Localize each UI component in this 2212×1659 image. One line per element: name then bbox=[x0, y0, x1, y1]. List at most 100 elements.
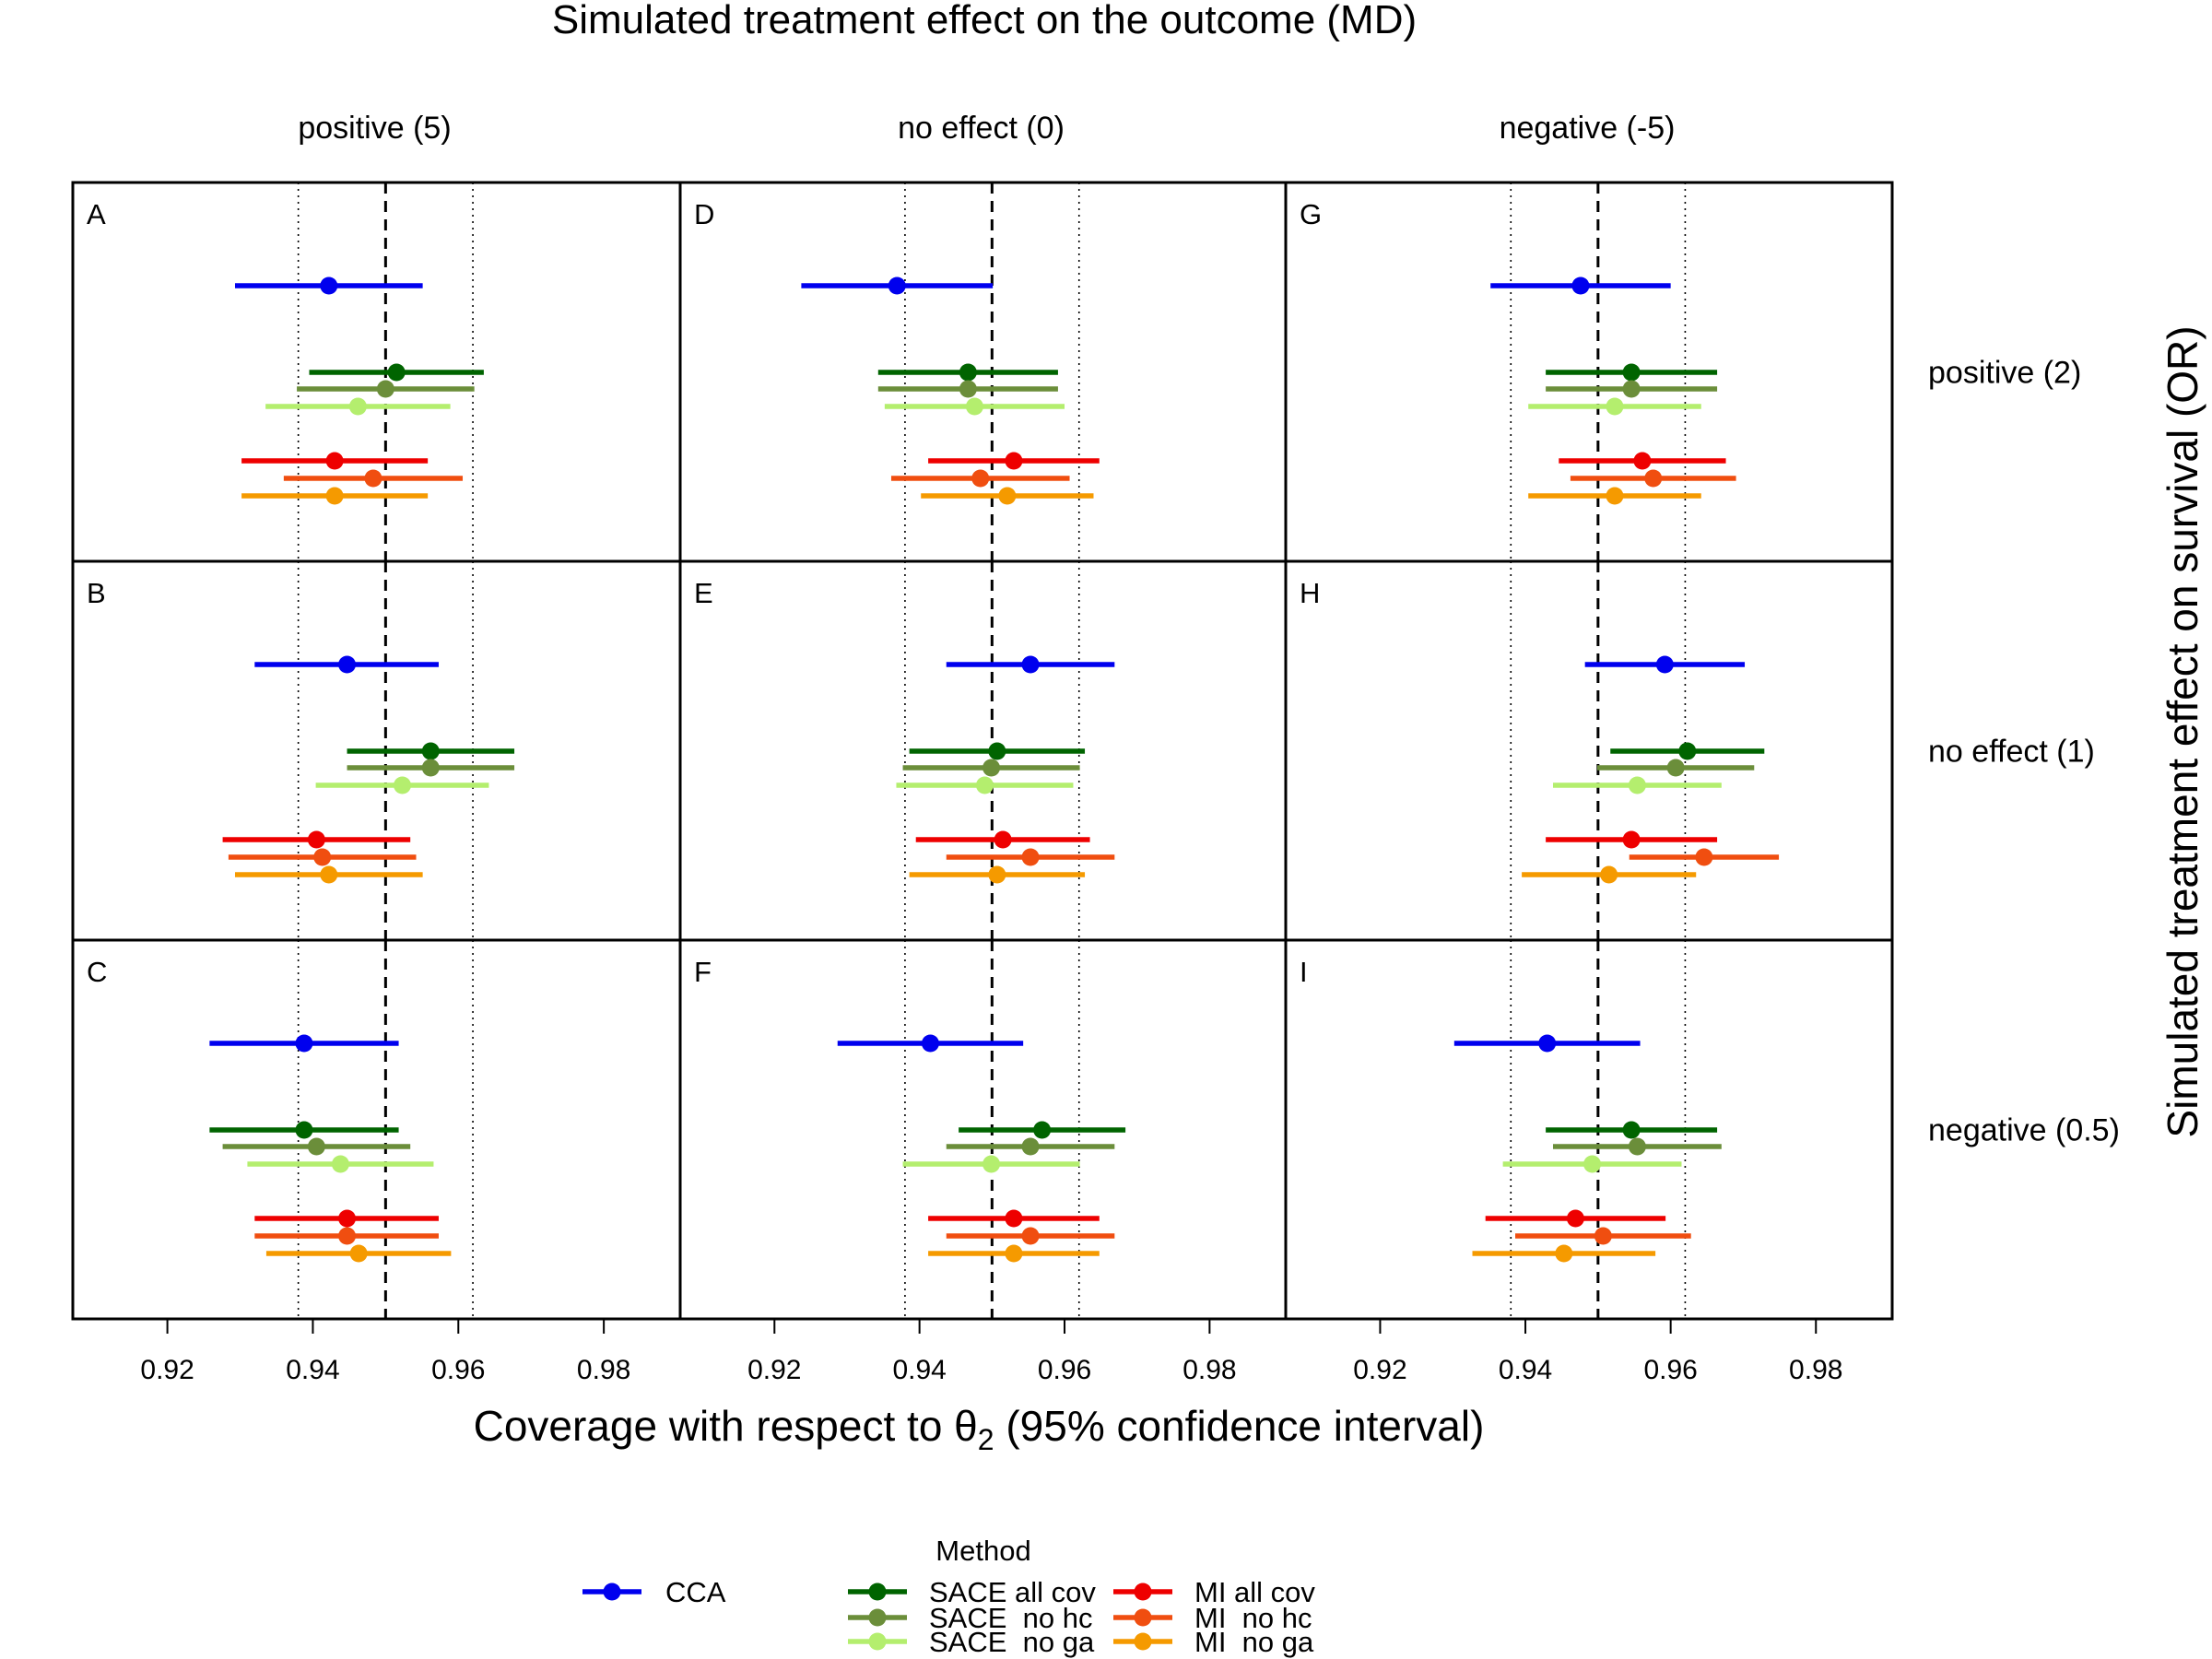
panel-frame bbox=[1284, 938, 1894, 1321]
estimate-point bbox=[364, 469, 382, 488]
estimate-point bbox=[331, 1155, 349, 1173]
estimate-mi-no-ga bbox=[1472, 1244, 1656, 1263]
legend-swatch-point bbox=[868, 1632, 887, 1651]
estimate-point bbox=[1005, 1244, 1023, 1263]
row-headers: positive (2) no effect (1) negative (0.5) bbox=[1928, 356, 2120, 1148]
estimate-point bbox=[307, 1137, 325, 1156]
panel-g: G bbox=[1284, 181, 1894, 563]
estimate-mi-no-ga bbox=[1528, 487, 1701, 505]
estimate-point bbox=[325, 452, 344, 470]
estimate-sace-no-ga bbox=[896, 776, 1074, 794]
estimate-sace-no-ga bbox=[902, 1155, 1080, 1173]
estimate-point bbox=[1678, 742, 1697, 760]
estimate-mi-no-ga bbox=[265, 1244, 452, 1263]
estimate-point bbox=[387, 363, 406, 382]
estimate-mi-all-cov bbox=[1559, 452, 1726, 470]
panel-c: C bbox=[71, 938, 682, 1321]
estimate-mi-no-ga bbox=[234, 865, 423, 884]
legend-item-sace-no-ga: SACE no ga bbox=[848, 1626, 1095, 1658]
x-tick-label: 0.94 bbox=[286, 1355, 339, 1385]
legend-swatch-point bbox=[868, 1608, 887, 1627]
estimate-point bbox=[338, 1227, 357, 1245]
estimate-sace-all-cov bbox=[909, 742, 1086, 760]
estimate-sace-all-cov bbox=[1546, 1121, 1718, 1139]
estimate-mi-no-hc bbox=[1515, 1227, 1691, 1245]
row-header-positive-2: positive (2) bbox=[1928, 356, 2081, 391]
estimate-point bbox=[1021, 848, 1040, 866]
estimate-point bbox=[1695, 848, 1713, 866]
x-tick-label: 0.96 bbox=[431, 1355, 485, 1385]
estimate-point bbox=[1633, 452, 1652, 470]
estimate-sace-all-cov bbox=[877, 363, 1058, 382]
estimate-sace-no-hc bbox=[946, 1137, 1115, 1156]
panel-f: F bbox=[678, 938, 1288, 1321]
estimate-cca bbox=[946, 655, 1115, 674]
x-tick-label: 0.92 bbox=[140, 1355, 194, 1385]
estimate-point bbox=[1594, 1227, 1612, 1245]
estimate-point bbox=[1600, 865, 1618, 884]
estimate-sace-no-hc bbox=[222, 1137, 411, 1156]
estimate-mi-no-ga bbox=[1522, 865, 1697, 884]
legend-item-mi-no-hc: MI no hc bbox=[1113, 1602, 1312, 1634]
legend-swatch-point bbox=[1134, 1583, 1152, 1601]
column-header-negative-5: negative (-5) bbox=[1500, 111, 1676, 146]
panel-label: C bbox=[87, 956, 107, 988]
estimate-sace-no-hc bbox=[297, 380, 475, 398]
x-axis-label-main: Coverage with respect to θ bbox=[474, 1402, 978, 1450]
estimate-point bbox=[1005, 1209, 1023, 1228]
legend-item-sace-no-hc: SACE no hc bbox=[848, 1602, 1092, 1634]
legend-swatch-point bbox=[1134, 1632, 1152, 1651]
estimate-mi-all-cov bbox=[915, 830, 1090, 849]
estimate-point bbox=[1583, 1155, 1602, 1173]
x-axis-label: Coverage with respect to θ2 (95% confide… bbox=[474, 1402, 1485, 1456]
panel-h: H bbox=[1284, 559, 1894, 942]
estimate-point bbox=[1566, 1209, 1584, 1228]
estimate-point bbox=[1606, 397, 1624, 416]
x-tick-label: 0.98 bbox=[1182, 1355, 1236, 1385]
estimate-mi-no-hc bbox=[946, 848, 1115, 866]
legend-label: MI no ga bbox=[1194, 1626, 1314, 1658]
estimate-point bbox=[1666, 759, 1685, 777]
estimate-sace-no-hc bbox=[1552, 1137, 1722, 1156]
estimate-sace-no-ga bbox=[1528, 397, 1701, 416]
estimate-point bbox=[1655, 655, 1674, 674]
x-tick-label: 0.94 bbox=[892, 1355, 946, 1385]
estimate-point bbox=[959, 363, 977, 382]
row-header-negative-0-5: negative (0.5) bbox=[1928, 1113, 2120, 1148]
estimate-point bbox=[959, 380, 977, 398]
estimate-sace-all-cov bbox=[959, 1121, 1126, 1139]
estimate-point bbox=[982, 1155, 1001, 1173]
estimate-point bbox=[307, 830, 325, 849]
estimate-point bbox=[965, 397, 983, 416]
estimate-cca bbox=[1453, 1034, 1641, 1053]
panel-label: G bbox=[1300, 198, 1322, 230]
estimate-point bbox=[320, 276, 338, 295]
estimate-mi-all-cov bbox=[928, 1209, 1100, 1228]
estimate-point bbox=[1628, 1137, 1646, 1156]
estimate-cca bbox=[234, 276, 423, 295]
estimate-point bbox=[1606, 487, 1624, 505]
panel-label: F bbox=[694, 956, 712, 988]
estimate-point bbox=[1033, 1121, 1052, 1139]
legend-label: SACE all cov bbox=[929, 1576, 1096, 1608]
x-tick-label: 0.98 bbox=[1789, 1355, 1842, 1385]
x-tick-label: 0.96 bbox=[1038, 1355, 1091, 1385]
estimate-sace-all-cov bbox=[309, 363, 484, 382]
estimate-point bbox=[998, 487, 1017, 505]
legend-item-mi-all-cov: MI all cov bbox=[1113, 1576, 1315, 1608]
x-axis-3: 0.92 0.94 0.96 0.98 bbox=[1353, 1319, 1842, 1385]
estimate-point bbox=[988, 865, 1006, 884]
row-header-no-effect-1: no effect (1) bbox=[1928, 735, 2095, 770]
legend-swatch-point bbox=[603, 1583, 621, 1601]
legend-item-mi-no-ga: MI no ga bbox=[1113, 1626, 1314, 1658]
estimate-point bbox=[376, 380, 394, 398]
estimate-sace-no-hc bbox=[347, 759, 515, 777]
estimate-point bbox=[348, 397, 367, 416]
estimate-point bbox=[975, 776, 994, 794]
legend-title: Method bbox=[935, 1535, 1030, 1567]
estimate-sace-no-hc bbox=[1597, 759, 1755, 777]
legend-label: MI no hc bbox=[1194, 1602, 1312, 1634]
estimate-point bbox=[1571, 276, 1590, 295]
estimate-point bbox=[338, 1209, 357, 1228]
